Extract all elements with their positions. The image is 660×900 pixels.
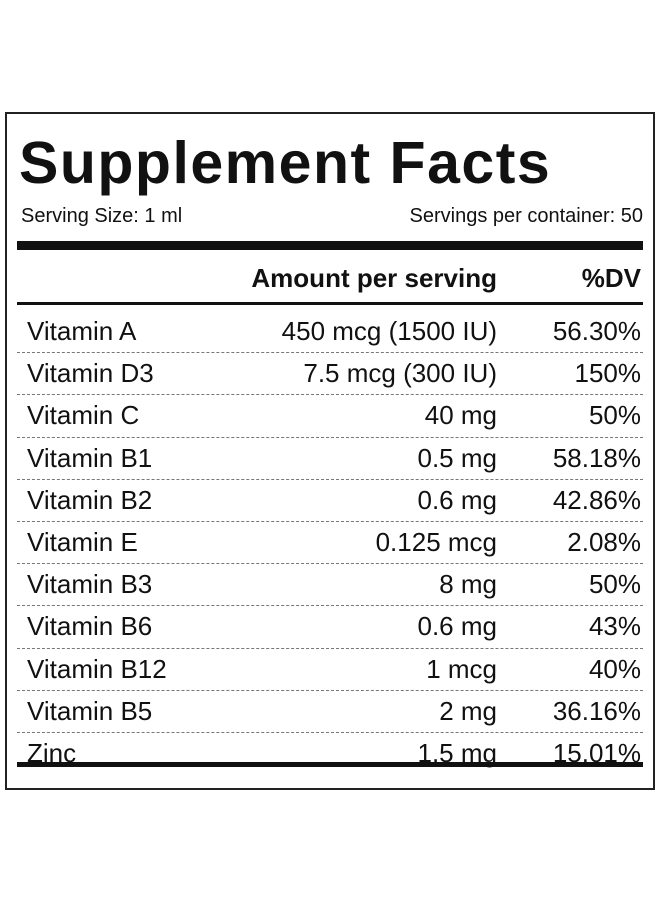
- amount: 1.5 mg: [417, 737, 498, 768]
- amount: 7.5 mcg (300 IU): [303, 358, 497, 389]
- daily-value: 42.86%: [552, 484, 641, 515]
- amount: 0.5 mg: [417, 442, 498, 473]
- servings-per-container: Servings per container: 50: [409, 205, 643, 227]
- daily-value: 2.08%: [567, 526, 641, 557]
- table-row: Vitamin B5 2 mg 36.16%: [17, 691, 643, 733]
- table-row: Vitamin E 0.125 mcg 2.08%: [17, 522, 643, 565]
- nutrient-name: Vitamin A: [27, 316, 137, 346]
- daily-value: 58.18%: [552, 442, 641, 473]
- table-row: Vitamin B6 0.6 mg 43%: [17, 606, 643, 649]
- daily-value: 56.30%: [552, 316, 641, 346]
- amount: 0.6 mg: [417, 611, 498, 642]
- nutrient-name: Vitamin C: [27, 400, 140, 431]
- daily-value: 36.16%: [552, 695, 641, 726]
- nutrient-name: Vitamin B12: [27, 653, 167, 684]
- amount: 0.125 mcg: [375, 526, 497, 557]
- amount: 1 mcg: [426, 653, 497, 684]
- nutrient-name: Vitamin B1: [27, 442, 153, 473]
- nutrient-name: Vitamin E: [27, 526, 138, 557]
- nutrient-name: Vitamin D3: [27, 358, 154, 389]
- table-row: Zinc 1.5 mg 15.01%: [17, 733, 643, 774]
- serving-size: Serving Size: 1 ml: [21, 205, 183, 227]
- amount: 40 mg: [424, 400, 497, 431]
- table-row: Vitamin A 450 mcg (1500 IU) 56.30%: [17, 311, 643, 354]
- nutrient-name: Vitamin B5: [27, 695, 153, 726]
- table-row: Vitamin C 40 mg 50%: [17, 395, 643, 438]
- amount: 2 mg: [439, 695, 497, 726]
- daily-value: 43%: [588, 611, 641, 642]
- table-row: Vitamin B3 8 mg 50%: [17, 564, 643, 607]
- column-header: %DV: [581, 263, 641, 293]
- daily-value: 15.01%: [552, 737, 641, 768]
- table-row: Vitamin B1 0.5 mg 58.18%: [17, 438, 643, 480]
- table-row: Vitamin B12 1 mcg 40%: [17, 649, 643, 691]
- title: Supplement Facts: [19, 130, 552, 196]
- supplement-panel: Supplement Facts Serving Size: 1 ml Serv…: [5, 112, 655, 790]
- amount: 8 mg: [439, 569, 497, 600]
- bottom-rule: [17, 762, 643, 767]
- daily-value: 40%: [588, 653, 641, 684]
- table-row: Vitamin B2 0.6 mg 42.86%: [17, 480, 643, 522]
- table-body: Vitamin A 450 mcg (1500 IU) 56.30% Vitamin …: [7, 311, 653, 774]
- column-header: Amount per serving: [251, 263, 497, 293]
- daily-value: 50%: [588, 569, 641, 600]
- nutrient-name: Vitamin B3: [27, 569, 153, 600]
- daily-value: 50%: [588, 400, 641, 431]
- nutrient-name: Zinc: [27, 737, 77, 768]
- header-rule: [17, 302, 643, 305]
- table-row: Vitamin D3 7.5 mcg (300 IU) 150%: [17, 353, 643, 396]
- amount: 450 mcg (1500 IU): [281, 316, 497, 346]
- table-header: Amount per serving %DV: [7, 256, 653, 300]
- daily-value: 150%: [574, 358, 642, 389]
- thick-rule: [17, 241, 643, 250]
- nutrient-name: Vitamin B6: [27, 611, 153, 642]
- amount: 0.6 mg: [417, 484, 498, 515]
- nutrient-name: Vitamin B2: [27, 484, 153, 515]
